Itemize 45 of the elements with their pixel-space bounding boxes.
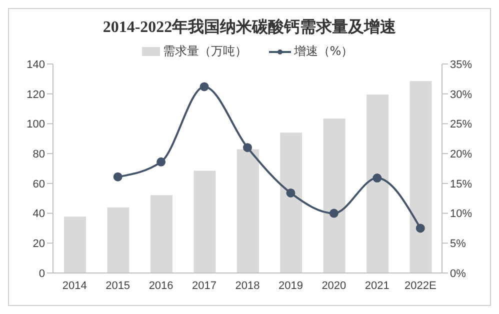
point xyxy=(243,143,252,152)
point xyxy=(372,174,382,183)
bar xyxy=(64,216,86,273)
bar xyxy=(323,118,346,273)
y2-tick-label: 0% xyxy=(450,268,466,280)
bar xyxy=(410,81,432,273)
bar xyxy=(280,132,302,273)
bar xyxy=(366,94,389,273)
y-tick-label: 0 xyxy=(38,268,45,280)
legend-label: 增速（%） xyxy=(292,43,354,60)
bar xyxy=(194,170,216,273)
bar xyxy=(150,195,172,273)
y2-tick-label: 10% xyxy=(450,208,472,220)
point xyxy=(329,208,338,218)
x-tick-label: 2015 xyxy=(106,280,130,292)
y-tick-label: 40 xyxy=(32,208,45,220)
x-tick-label: 2017 xyxy=(192,280,217,292)
y-tick-label: 80 xyxy=(32,148,45,160)
y-tick-label: 120 xyxy=(26,88,45,101)
chart-title: 2014-2022年我国纳米碳酸钙需求量及增速 xyxy=(102,18,398,38)
x-tick-label: 2016 xyxy=(148,280,174,292)
point xyxy=(200,82,209,92)
point xyxy=(286,188,296,198)
point xyxy=(416,224,425,233)
y2-tick-label: 15% xyxy=(450,178,472,190)
point xyxy=(113,172,122,182)
x-tick-label: 2014 xyxy=(62,280,87,292)
x-tick-label: 2022E xyxy=(404,280,436,292)
point xyxy=(156,157,166,166)
x-tick-label: 2021 xyxy=(364,280,390,292)
y2-tick-label: 20% xyxy=(450,148,472,160)
y-tick-label: 140 xyxy=(26,58,45,71)
y-tick-label: 100 xyxy=(26,118,45,131)
y-tick-label: 20 xyxy=(32,238,45,250)
y2-tick-label: 35% xyxy=(450,58,472,71)
x-tick-label: 2018 xyxy=(235,280,260,292)
bar xyxy=(236,149,259,273)
x-tick-label: 2020 xyxy=(322,280,346,292)
y-tick-label: 60 xyxy=(32,178,45,190)
y2-tick-label: 25% xyxy=(450,118,472,131)
x-tick-label: 2019 xyxy=(278,280,303,292)
bar xyxy=(107,207,130,273)
y2-tick-label: 30% xyxy=(450,88,472,101)
y2-tick-label: 5% xyxy=(450,238,466,250)
legend-label: 需求量（万吨） xyxy=(162,43,247,60)
